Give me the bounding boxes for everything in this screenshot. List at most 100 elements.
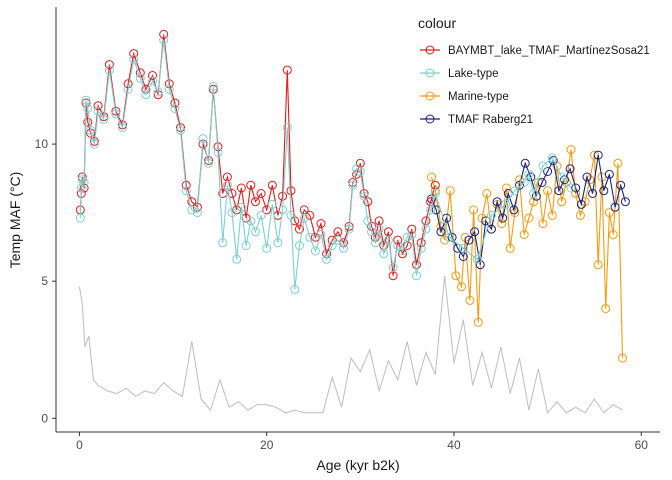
data-point-1 — [363, 216, 373, 226]
data-point-3 — [509, 205, 519, 215]
data-point-2 — [465, 295, 475, 305]
data-point-3 — [610, 202, 620, 212]
data-point-1 — [393, 241, 403, 250]
data-point-1 — [501, 199, 510, 209]
data-point-1 — [213, 147, 223, 157]
legend-label: TMAF Raberg21 — [448, 114, 533, 126]
data-point-1 — [141, 90, 151, 100]
data-point-1 — [241, 241, 251, 250]
legend-key-point — [425, 45, 435, 55]
data-point-2 — [601, 304, 611, 314]
data-point-3 — [436, 227, 446, 237]
data-point-1 — [359, 191, 369, 201]
data-point-0 — [407, 224, 417, 234]
data-point-1 — [232, 254, 242, 264]
x-tick-label: 0 — [76, 438, 83, 452]
data-point-1 — [519, 178, 529, 187]
data-point-1 — [208, 82, 218, 91]
data-point-2 — [501, 183, 511, 193]
data-point-3 — [588, 189, 598, 198]
data-point-1 — [93, 106, 103, 116]
data-point-1 — [472, 254, 482, 264]
data-point-1 — [164, 84, 174, 94]
data-point-0 — [159, 29, 169, 39]
legend-key-point — [425, 68, 435, 78]
data-point-2 — [457, 282, 466, 292]
data-point-3 — [531, 191, 541, 201]
data-point-0 — [236, 183, 246, 193]
data-point-1 — [129, 54, 139, 64]
data-point-1 — [416, 243, 426, 253]
data-point-3 — [492, 197, 502, 207]
data-point-0 — [305, 210, 315, 220]
data-point-0 — [241, 213, 251, 223]
data-point-0 — [118, 120, 127, 130]
data-point-1 — [322, 254, 332, 264]
data-point-0 — [282, 65, 292, 75]
x-tick-label: 40 — [447, 438, 461, 452]
data-point-1 — [566, 183, 576, 193]
data-point-1 — [256, 210, 266, 220]
data-point-2 — [608, 230, 618, 240]
data-point-0 — [267, 180, 277, 190]
data-point-0 — [79, 183, 89, 193]
data-point-1 — [104, 65, 114, 75]
data-point-1 — [251, 227, 260, 237]
data-point-2 — [497, 219, 507, 229]
data-point-2 — [561, 178, 571, 187]
x-tick-label: 60 — [635, 438, 649, 452]
data-point-2 — [524, 213, 534, 223]
data-point-1 — [159, 35, 169, 45]
data-point-1 — [299, 213, 309, 223]
data-point-1 — [81, 95, 91, 105]
legend-label: BAYMBT_lake_TMAF_MartínezSosa21 — [448, 45, 650, 57]
legend-key-point — [425, 114, 435, 124]
data-point-2 — [482, 189, 492, 198]
data-point-0 — [93, 101, 103, 111]
data-point-1 — [99, 114, 109, 124]
data-point-1 — [344, 224, 354, 234]
data-point-3 — [447, 232, 457, 242]
data-point-1 — [295, 241, 304, 250]
x-axis-ticks: 0 20 40 60 — [76, 432, 648, 452]
data-point-3 — [498, 213, 508, 223]
data-point-1 — [262, 243, 272, 253]
data-point-1 — [75, 213, 85, 223]
data-point-1 — [187, 205, 197, 215]
data-point-1 — [198, 134, 208, 144]
legend: colour BAYMBT_lake_TMAF_MartínezSosa21 La… — [418, 15, 650, 126]
data-point-0 — [286, 186, 296, 196]
data-point-1 — [79, 178, 89, 187]
data-point-1 — [557, 172, 567, 182]
data-point-1 — [327, 241, 337, 250]
data-point-3 — [576, 199, 586, 209]
legend-label: Marine-type — [448, 91, 509, 103]
data-point-1 — [379, 249, 389, 259]
data-point-0 — [316, 219, 326, 229]
data-point-1 — [278, 205, 288, 215]
data-point-3 — [537, 178, 547, 187]
data-point-2 — [618, 353, 627, 363]
data-point-1 — [510, 186, 520, 196]
data-point-1 — [267, 199, 277, 209]
data-point-1 — [282, 123, 292, 133]
data-point-2 — [543, 186, 553, 196]
series-line-4 — [78, 275, 623, 414]
legend-item: Marine-type — [420, 91, 509, 103]
data-point-0 — [295, 224, 304, 234]
data-point-3 — [571, 183, 581, 193]
data-point-3 — [464, 235, 474, 245]
data-point-0 — [104, 60, 114, 70]
data-point-1 — [135, 73, 145, 83]
data-point-1 — [547, 153, 557, 163]
data-point-3 — [470, 227, 480, 237]
y-tick-label: 10 — [35, 137, 49, 151]
data-point-3 — [515, 180, 524, 190]
data-point-0 — [227, 189, 237, 198]
data-point-3 — [520, 158, 530, 168]
data-point-1 — [486, 210, 496, 220]
data-point-3 — [554, 186, 564, 196]
data-point-2 — [575, 210, 585, 220]
data-point-1 — [83, 104, 93, 113]
data-point-1 — [412, 271, 421, 281]
